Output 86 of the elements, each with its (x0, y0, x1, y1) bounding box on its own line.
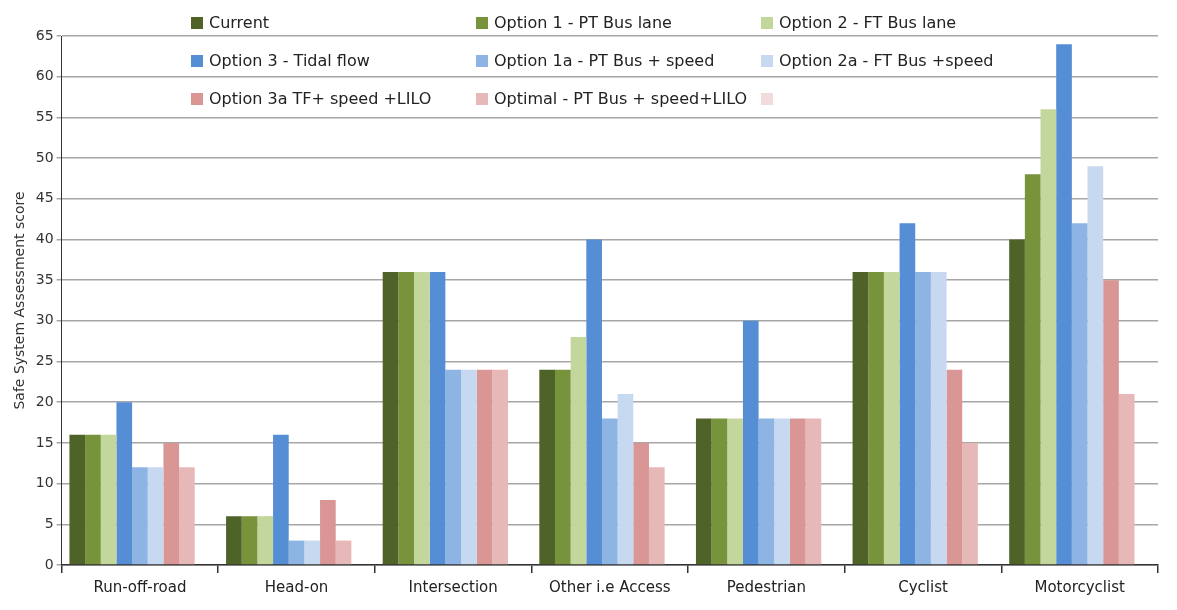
y-tick-label: 35 (35, 270, 54, 287)
x-tick-label: Run-off-road (93, 577, 187, 596)
bar (633, 442, 649, 565)
bar (1056, 44, 1072, 565)
bar (868, 272, 884, 565)
bar (727, 418, 743, 565)
bar (946, 369, 963, 565)
bar (147, 467, 164, 565)
bar (226, 516, 242, 565)
legend-label: Option 2 - FT Bus lane (779, 13, 957, 32)
y-tick-label: 60 (35, 67, 54, 84)
bar (335, 540, 352, 565)
bar (915, 272, 931, 565)
bar (398, 272, 415, 565)
y-axis-title: Safe System Assessment score (11, 191, 28, 410)
y-tick-label: 40 (35, 230, 54, 247)
bar (288, 540, 305, 565)
legend-label: Option 1 - PT Bus lane (494, 13, 672, 32)
bar (601, 418, 618, 565)
bar (962, 442, 978, 565)
y-tick-label: 15 (35, 433, 54, 450)
bar (382, 272, 399, 565)
y-tick-label: 10 (35, 474, 54, 491)
bar (69, 434, 86, 565)
y-tick-label: 55 (35, 108, 54, 125)
bar (100, 434, 117, 565)
bar (492, 369, 508, 565)
x-tick-label: Cyclist (898, 577, 948, 596)
bar (539, 369, 555, 565)
bar (116, 402, 133, 565)
bar (1118, 394, 1135, 565)
bar (883, 272, 900, 565)
bar (304, 540, 321, 565)
legend-label: Option 3a TF+ speed +LILO (209, 89, 432, 108)
bar (617, 394, 634, 565)
bar (445, 369, 462, 565)
bar (179, 467, 195, 565)
legend-label: Option 3 - Tidal flow (209, 51, 370, 70)
bar (132, 467, 148, 565)
bar (1087, 166, 1104, 565)
y-tick-label: 50 (35, 148, 54, 165)
legend-label: Current (209, 13, 270, 32)
bar (476, 369, 493, 565)
bar (85, 434, 101, 565)
bar (273, 434, 289, 565)
bar (163, 442, 180, 565)
bar (789, 418, 806, 565)
bar (241, 516, 258, 565)
bar (461, 369, 477, 565)
bar (1040, 109, 1057, 565)
bar (930, 272, 947, 565)
legend-label: Option 1a - PT Bus + speed (494, 51, 715, 70)
y-tick-label: 25 (35, 352, 54, 369)
y-tick-label: 5 (44, 514, 54, 531)
bar (429, 272, 446, 565)
y-tick-label: 65 (35, 26, 54, 43)
bar (554, 369, 571, 565)
bar (414, 272, 430, 565)
bar (648, 467, 665, 565)
bar (852, 272, 869, 565)
bar (758, 418, 775, 565)
bar (774, 418, 790, 565)
y-tick-label: 0 (44, 555, 54, 572)
bar (320, 499, 336, 565)
bar (899, 223, 916, 565)
legend-label: Optimal - PT Bus + speed+LILO (494, 89, 748, 108)
bar (257, 516, 274, 565)
y-tick-label: 30 (35, 311, 54, 328)
bar (742, 320, 759, 565)
bar (695, 418, 712, 565)
x-tick-label: Pedestrian (726, 577, 807, 596)
bar (1024, 174, 1041, 565)
bar (1071, 223, 1088, 565)
y-tick-label: 45 (35, 189, 54, 206)
bar (805, 418, 822, 565)
bar (586, 239, 602, 565)
y-tick-label: 20 (35, 392, 54, 409)
x-tick-label: Head-on (264, 577, 329, 596)
x-tick-label: Intersection (408, 577, 498, 596)
legend-label: Option 2a - FT Bus +speed (779, 51, 994, 70)
x-tick-label: Motorcyclist (1034, 577, 1126, 596)
x-tick-label: Other i.e Access (548, 577, 671, 596)
bar (1103, 280, 1119, 565)
bar (1009, 239, 1025, 565)
bar (570, 337, 587, 565)
bar (711, 418, 728, 565)
